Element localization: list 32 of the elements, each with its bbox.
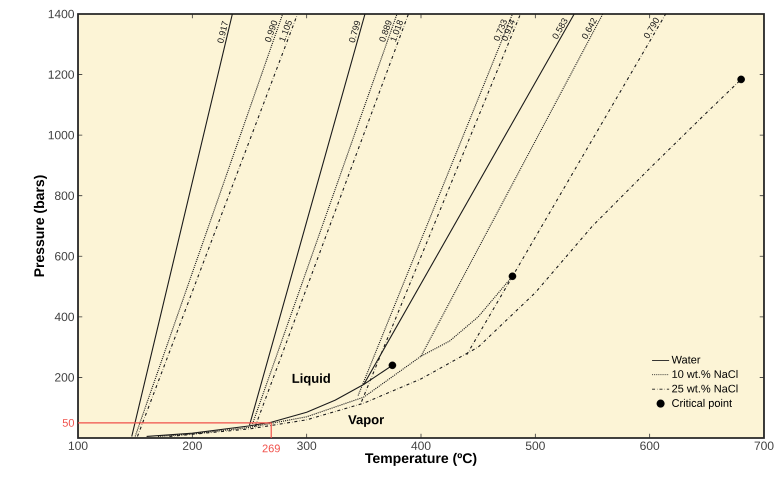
x-tick-label: 700	[754, 442, 774, 450]
y-tick-label: 1400	[48, 10, 74, 18]
legend-label: 25 wt.% NaCl	[672, 384, 738, 392]
text: 0.990	[265, 20, 278, 42]
text: 0.799	[349, 20, 360, 42]
ref-line-label: 269	[262, 444, 280, 452]
x-tick-label: 600	[640, 442, 660, 450]
x-tick-label: 300	[297, 442, 316, 450]
x-tick-label: 400	[411, 442, 431, 450]
y-tick-label: 1000	[48, 130, 74, 140]
text: 0.583	[552, 18, 568, 39]
annotation: Liquid	[292, 373, 330, 386]
x-tick-label: 200	[182, 442, 202, 450]
y-tick-label: 400	[54, 312, 74, 322]
legend-label: Critical point	[672, 398, 732, 410]
text: 0.889	[379, 20, 392, 42]
legend-label: 10 wt.% NaCl	[672, 370, 738, 378]
text: 1.018	[390, 20, 403, 42]
legend-label: Water	[672, 356, 700, 364]
x-tick-label: 500	[526, 442, 545, 450]
x-tick-label: 100	[68, 442, 88, 450]
y-tick-label: 800	[54, 191, 74, 200]
x-axis-title: Temperature (ºC)	[365, 452, 476, 466]
y-tick-label: 200	[55, 373, 74, 382]
text: 1.105	[279, 20, 292, 42]
text: 0.917	[217, 20, 228, 43]
annotation: Vapor	[348, 415, 384, 427]
ref-line-label: 50	[62, 418, 74, 427]
y-tick-label: 600	[55, 252, 74, 261]
text: 0.642	[582, 18, 597, 39]
y-tick-label: 1200	[48, 70, 74, 79]
y-axis-title: Pressure (bars)	[34, 175, 47, 276]
